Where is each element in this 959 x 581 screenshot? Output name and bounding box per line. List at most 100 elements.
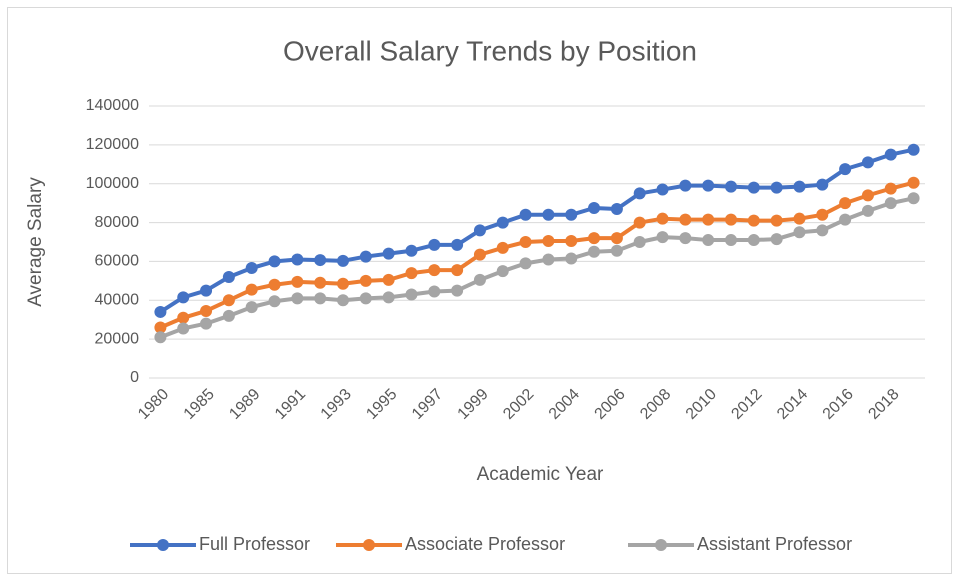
data-point (907, 143, 920, 156)
data-point (565, 208, 578, 221)
data-point (839, 163, 852, 176)
data-point (154, 305, 167, 318)
data-point (222, 309, 235, 322)
data-point (656, 183, 669, 196)
data-point (177, 311, 190, 324)
data-point (884, 182, 897, 195)
data-point (747, 234, 760, 247)
data-point (428, 285, 441, 298)
data-point (337, 294, 349, 307)
data-point (793, 226, 806, 239)
data-point (884, 197, 897, 210)
data-point (839, 197, 852, 210)
legend-marker (363, 539, 375, 551)
y-tick-label: 80000 (95, 214, 140, 231)
data-point (245, 283, 258, 296)
data-point (268, 255, 281, 268)
legend-label: Full Professor (199, 534, 310, 554)
y-tick-label: 60000 (95, 253, 140, 270)
data-point (656, 231, 669, 244)
legend-label: Associate Professor (405, 534, 565, 554)
data-point (382, 247, 395, 260)
data-point (907, 192, 920, 205)
data-point (222, 270, 235, 283)
y-tick-label: 100000 (86, 175, 139, 192)
chart-title: Overall Salary Trends by Position (283, 35, 697, 66)
data-point (702, 213, 715, 226)
data-point (633, 236, 646, 248)
data-point (337, 277, 349, 290)
data-point (861, 156, 874, 169)
data-point (565, 235, 578, 248)
data-point (314, 276, 327, 289)
data-point (291, 275, 304, 288)
data-point (610, 232, 623, 245)
data-point (359, 250, 372, 263)
data-point (610, 202, 623, 215)
data-point (451, 264, 464, 277)
data-point (473, 273, 486, 286)
data-point (359, 292, 372, 305)
data-point (496, 241, 509, 254)
data-point (177, 291, 190, 304)
data-point (633, 187, 646, 200)
data-point (268, 295, 281, 308)
y-axis-title: Average Salary (25, 177, 46, 307)
data-point (770, 233, 783, 246)
data-point (337, 254, 349, 267)
data-point (884, 148, 897, 161)
data-point (679, 213, 692, 226)
data-point (268, 278, 281, 291)
data-point (314, 292, 327, 305)
data-point (679, 179, 692, 192)
data-point (702, 179, 715, 192)
data-point (291, 292, 304, 305)
data-point (656, 212, 669, 225)
data-point (382, 291, 395, 304)
data-point (702, 234, 715, 247)
data-point (725, 234, 737, 247)
data-point (177, 322, 190, 335)
data-point (793, 212, 806, 225)
data-point (725, 180, 737, 193)
x-axis-title: Academic Year (477, 464, 604, 485)
data-point (405, 244, 418, 257)
data-point (588, 202, 601, 214)
legend-label: Assistant Professor (697, 534, 852, 554)
data-point (793, 180, 806, 193)
data-point (542, 253, 555, 266)
data-point (747, 214, 760, 227)
data-point (200, 284, 213, 297)
data-point (473, 248, 486, 261)
data-point (565, 252, 578, 265)
data-point (314, 254, 327, 267)
y-tick-label: 120000 (86, 136, 139, 153)
y-tick-label: 40000 (95, 292, 140, 309)
data-point (473, 224, 486, 237)
data-point (496, 216, 509, 229)
data-point (154, 331, 167, 344)
data-point (747, 181, 760, 194)
series-line (159, 147, 915, 314)
y-tick-label: 20000 (95, 330, 140, 347)
data-point (861, 189, 874, 202)
data-point (222, 294, 235, 307)
data-point (816, 178, 829, 191)
data-point (770, 214, 783, 227)
series-line (159, 180, 915, 330)
data-point (588, 245, 601, 258)
data-point (770, 181, 783, 194)
data-point (428, 238, 441, 251)
data-point (907, 176, 920, 189)
data-point (588, 232, 601, 245)
data-point (496, 265, 509, 278)
data-point (861, 204, 874, 217)
y-tick-label: 140000 (86, 97, 139, 114)
data-point (405, 288, 418, 301)
legend-marker (157, 539, 169, 551)
data-point (542, 208, 555, 221)
data-point (633, 216, 646, 229)
data-point (725, 213, 737, 226)
